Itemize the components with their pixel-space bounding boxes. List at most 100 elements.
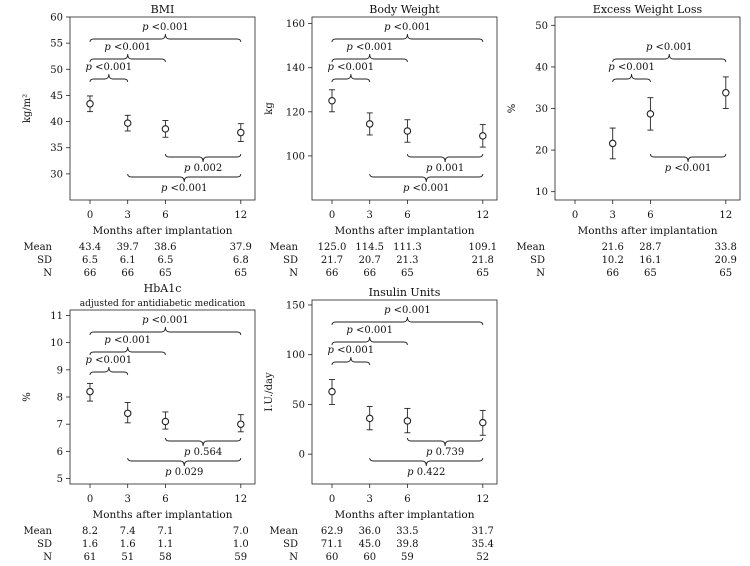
significance-label: p 0.002 [184, 163, 222, 174]
significance-label: p <0.001 [646, 42, 693, 53]
data-point [123, 409, 132, 418]
significance-label: p <0.001 [86, 355, 133, 366]
data-point [365, 120, 374, 128]
plot-frame [311, 299, 498, 485]
y-tick-label: 50 [50, 65, 63, 76]
table-sd-value: 16.1 [639, 255, 661, 266]
y-tick-label: 40 [535, 62, 548, 73]
significance-label: p <0.001 [608, 62, 655, 73]
table-mean-value: 62.9 [321, 526, 343, 537]
y-tick-label: 120 [286, 107, 305, 118]
significance-bracket [89, 33, 242, 43]
x-tick-label: 0 [329, 494, 335, 505]
table-mean-value: 7.4 [120, 526, 136, 537]
significance-label: p <0.001 [665, 163, 712, 174]
significance-label: p <0.001 [104, 42, 151, 53]
significance-bracket [612, 73, 651, 83]
significance-bracket [369, 173, 484, 183]
data-point [237, 128, 245, 137]
data-point [328, 97, 336, 105]
significance-bracket [331, 33, 484, 43]
x-axis-label: Months after implantation [334, 225, 474, 237]
x-tick-label: 12 [719, 210, 732, 221]
table-row-label: SD [37, 255, 52, 266]
data-point [123, 119, 132, 127]
table-mean-value: 125.0 [318, 242, 347, 253]
significance-label: p 0.029 [165, 467, 203, 478]
significance-bracket [89, 73, 129, 83]
table-n-value: 59 [401, 552, 414, 561]
x-tick-label: 0 [87, 494, 93, 505]
y-tick-label: 11 [50, 311, 63, 322]
chart-title: Body Weight [369, 3, 440, 16]
chart-subtitle: adjusted for antidiabetic medication [80, 299, 246, 309]
table-sd-value: 21.3 [396, 255, 418, 266]
data-point [328, 387, 336, 396]
y-tick-label: 0 [299, 450, 305, 461]
table-sd-value: 6.5 [157, 255, 173, 266]
significance-bracket [127, 457, 242, 467]
table-sd-value: 1.1 [157, 539, 173, 550]
table-row-label: N [289, 552, 298, 561]
data-point [479, 132, 487, 140]
x-tick-label: 6 [647, 210, 653, 221]
y-tick-label: 30 [535, 104, 548, 115]
significance-bracket [612, 53, 727, 63]
y-tick-label: 10 [50, 338, 63, 349]
table-sd-value: 45.0 [359, 539, 381, 550]
data-point [86, 387, 94, 396]
y-axis-label: I.U./day [264, 372, 275, 412]
significance-label: p <0.001 [328, 345, 375, 356]
table-row-label: SD [283, 255, 298, 266]
significance-label: p <0.001 [161, 183, 208, 194]
table-mean-value: 43.4 [79, 242, 101, 253]
x-tick-label: 3 [367, 494, 373, 505]
significance-label: p <0.001 [403, 183, 450, 194]
data-point [646, 110, 655, 118]
table-n-value: 65 [401, 268, 414, 279]
table-n-value: 61 [84, 552, 97, 561]
x-tick-label: 3 [125, 494, 131, 505]
x-tick-label: 6 [404, 494, 410, 505]
table-row-label: Mean [516, 242, 545, 253]
y-tick-label: 50 [292, 400, 305, 411]
x-tick-label: 3 [367, 210, 373, 221]
y-tick-label: 45 [50, 91, 63, 102]
table-n-value: 66 [363, 268, 376, 279]
data-point [608, 139, 617, 148]
significance-bracket [127, 173, 242, 183]
table-mean-value: 36.0 [359, 526, 381, 537]
y-axis-label: % [22, 392, 33, 402]
data-point [365, 414, 374, 423]
y-axis-label: % [507, 104, 518, 114]
table-mean-value: 21.6 [602, 242, 624, 253]
data-point [237, 420, 245, 428]
table-sd-value: 35.4 [472, 539, 494, 550]
y-tick-label: 5 [57, 474, 63, 485]
data-point [479, 418, 487, 427]
y-tick-label: 30 [50, 169, 63, 180]
table-sd-value: 21.8 [472, 255, 494, 266]
table-row-label: N [289, 268, 298, 279]
y-tick-label: 20 [535, 146, 548, 157]
x-axis-label: Months after implantation [334, 509, 474, 521]
significance-bracket [164, 153, 242, 163]
significance-bracket [406, 437, 484, 447]
chart-title: BMI [151, 3, 175, 16]
table-mean-value: 7.1 [157, 526, 173, 537]
table-mean-value: 33.8 [715, 242, 737, 253]
y-tick-label: 9 [57, 365, 63, 376]
x-tick-label: 12 [476, 494, 489, 505]
table-row-label: SD [283, 539, 298, 550]
significance-label: p <0.001 [346, 42, 393, 53]
x-tick-label: 12 [234, 494, 247, 505]
y-tick-label: 6 [57, 447, 63, 458]
y-tick-label: 100 [286, 151, 305, 162]
y-tick-label: 60 [50, 13, 63, 24]
table-sd-value: 39.8 [396, 539, 418, 550]
table-n-value: 60 [363, 552, 376, 561]
table-sd-value: 1.0 [233, 539, 249, 550]
y-tick-label: 50 [535, 21, 548, 32]
table-sd-value: 1.6 [82, 539, 98, 550]
table-n-value: 65 [234, 268, 247, 279]
